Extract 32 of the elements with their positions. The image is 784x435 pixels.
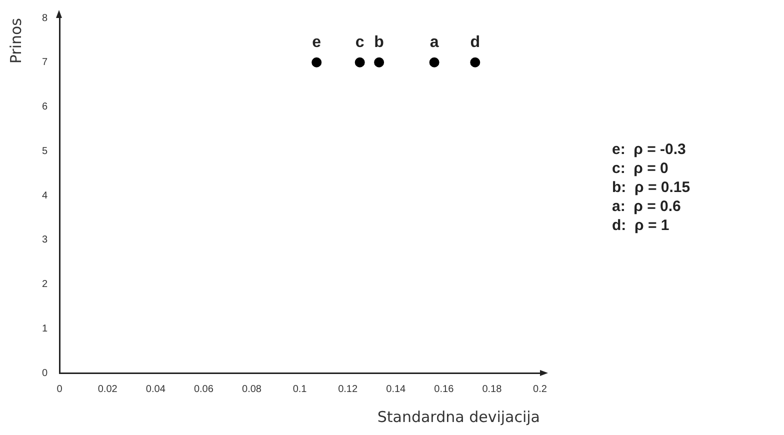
- x-tick-label: 0.12: [338, 384, 358, 395]
- text: e: ρ = -0.3: [612, 140, 687, 159]
- x-axis-title: Standardna devijacija: [377, 408, 540, 426]
- annotation: b: [374, 34, 384, 51]
- x-tick-label: 0.08: [242, 384, 262, 395]
- text: b: ρ = 0.15: [612, 178, 690, 197]
- x-tick-label: 0.06: [194, 384, 214, 395]
- text: c: ρ = 0: [612, 159, 670, 178]
- x-tick-label: 0.16: [434, 384, 454, 395]
- annotation: a: [430, 34, 439, 51]
- y-axis-title: Prinos: [6, 18, 25, 64]
- text: a: ρ = 0.6: [612, 197, 682, 216]
- x-tick-label: 0.14: [386, 384, 406, 395]
- text: d: ρ = 1: [612, 216, 670, 235]
- y-tick-label: 4: [42, 190, 48, 202]
- x-tick-label: 0.04: [146, 384, 166, 395]
- y-tick-label: 3: [42, 234, 48, 246]
- y-tick-label: 0: [42, 368, 48, 379]
- y-tick-label: 1: [42, 323, 48, 334]
- y-tick-label: 2: [42, 279, 48, 290]
- x-tick-label: 0: [56, 384, 63, 395]
- x-tick-label: 0.02: [98, 384, 118, 395]
- annotation: c: [355, 34, 364, 51]
- x-tick-label: 0.2: [533, 384, 548, 395]
- annotation: d: [470, 34, 480, 51]
- annotation: e: [312, 34, 322, 51]
- y-tick-label: 7: [42, 57, 48, 68]
- x-tick-label: 0.18: [482, 384, 502, 395]
- y-tick-label: 8: [42, 12, 48, 24]
- y-tick-label: 5: [42, 146, 48, 157]
- x-tick-label: 0.1: [292, 384, 308, 395]
- y-tick-label: 6: [42, 102, 48, 112]
